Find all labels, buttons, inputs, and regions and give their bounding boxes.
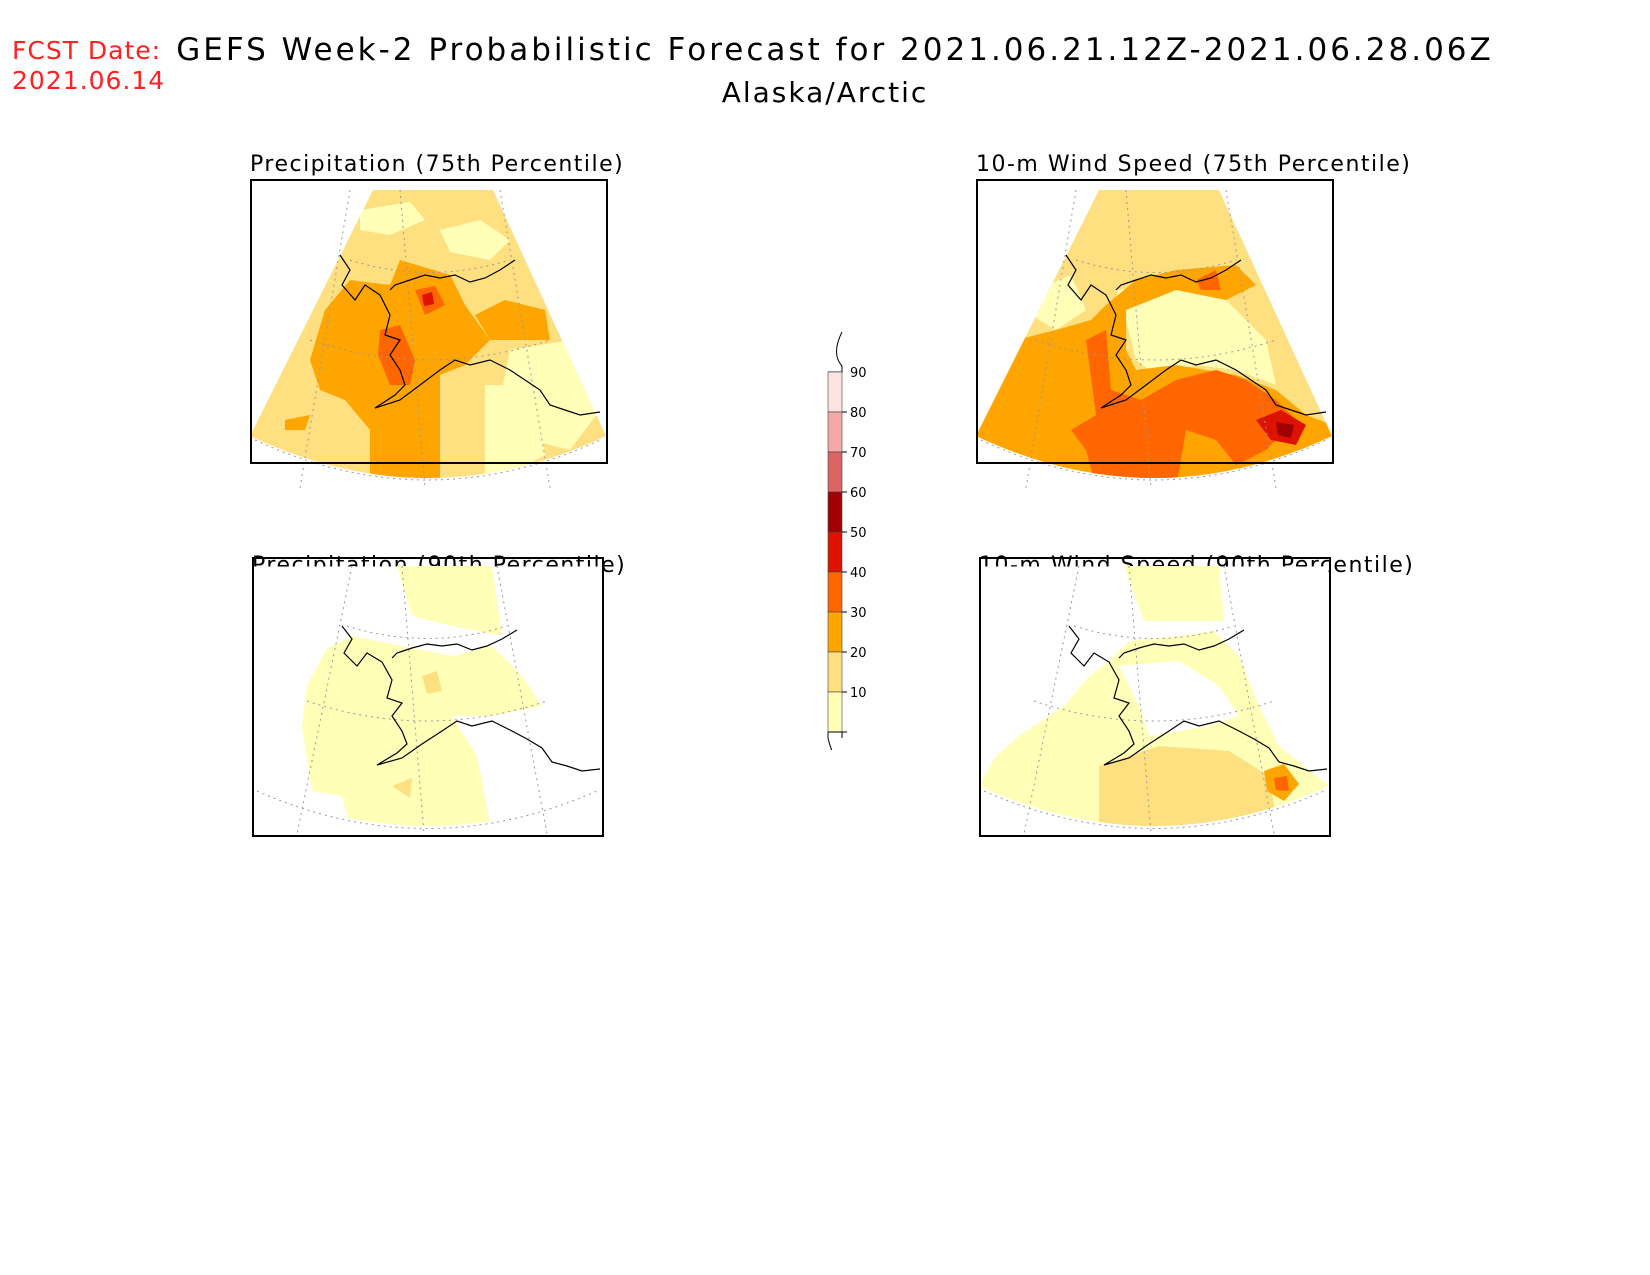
alaska-coastline	[1065, 254, 1327, 416]
forecast-date-value: 2021.06.14	[12, 66, 166, 95]
field-precip-90-low	[397, 566, 502, 636]
field-wind-75-high	[1196, 270, 1221, 290]
alaska-coastline	[339, 254, 601, 416]
field-wind-90-low	[1124, 566, 1224, 621]
map-graticule	[256, 566, 598, 834]
colorbar-label: 90	[850, 366, 867, 381]
map-wind-90	[979, 566, 1329, 834]
field-wind-90-mid	[1099, 746, 1279, 826]
panel-frame-precip-90	[252, 557, 604, 837]
field-wind-90-peak	[1274, 776, 1289, 791]
colorbar-swatch	[827, 371, 843, 413]
colorbar-label: 70	[850, 446, 867, 461]
colorbar-label: 50	[850, 526, 867, 541]
colorbar-bottom-arrow	[827, 731, 843, 750]
colorbar-swatch	[827, 411, 843, 453]
field-precip-75-peak	[422, 292, 434, 306]
colorbar-label: 80	[850, 406, 867, 421]
alaska-coastline	[341, 625, 601, 772]
map-precip-90	[252, 566, 602, 834]
colorbar: 90 80 70 60 50 40 30 20 10	[827, 331, 867, 750]
field-wind-90-clear	[1119, 661, 1239, 736]
colorbar-swatch	[827, 571, 843, 613]
map-graticule	[983, 566, 1325, 834]
colorbar-top-arrow	[828, 331, 843, 373]
colorbar-label: 10	[850, 686, 867, 701]
map-wind-75	[976, 190, 1332, 488]
field-precip-75-light	[360, 202, 425, 235]
colorbar-swatch	[827, 531, 843, 573]
field-precip-90-mid	[422, 671, 442, 694]
field-precip-75-mid	[355, 380, 380, 410]
panel-frame-precip-75	[250, 179, 608, 464]
panel-title-wind-75: 10-m Wind Speed (75th Percentile)	[976, 152, 1412, 177]
colorbar-swatch	[827, 491, 843, 533]
field-precip-75-mid	[475, 300, 550, 340]
colorbar-swatch	[827, 451, 843, 493]
field-precip-75-mid	[285, 415, 310, 430]
page-title: GEFS Week-2 Probabilistic Forecast for 2…	[176, 32, 1494, 68]
colorbar-swatch	[827, 691, 843, 733]
colorbar-label: 20	[850, 646, 867, 661]
colorbar-swatch	[827, 611, 843, 653]
map-graticule	[254, 190, 601, 488]
field-precip-90-mid	[392, 778, 412, 798]
colorbar-swatch	[827, 651, 843, 693]
field-wind-75-light	[1116, 285, 1276, 385]
region-subtitle: Alaska/Arctic	[721, 76, 929, 109]
forecast-date-label: FCST Date:	[12, 36, 162, 65]
field-wind-75-max	[1276, 422, 1294, 438]
field-precip-75-high	[378, 325, 415, 385]
panel-frame-wind-75	[976, 179, 1334, 464]
panel-title-precip-75: Precipitation (75th Percentile)	[250, 152, 625, 177]
field-precip-75-light	[440, 220, 510, 260]
colorbar-label: 40	[850, 566, 867, 581]
panel-frame-wind-90	[979, 557, 1331, 837]
map-graticule	[980, 190, 1327, 488]
alaska-coastline	[1068, 625, 1328, 772]
field-wind-75-high	[1071, 330, 1296, 478]
colorbar-label: 60	[850, 486, 867, 501]
field-precip-90-low	[302, 636, 542, 826]
colorbar-label: 30	[850, 606, 867, 621]
